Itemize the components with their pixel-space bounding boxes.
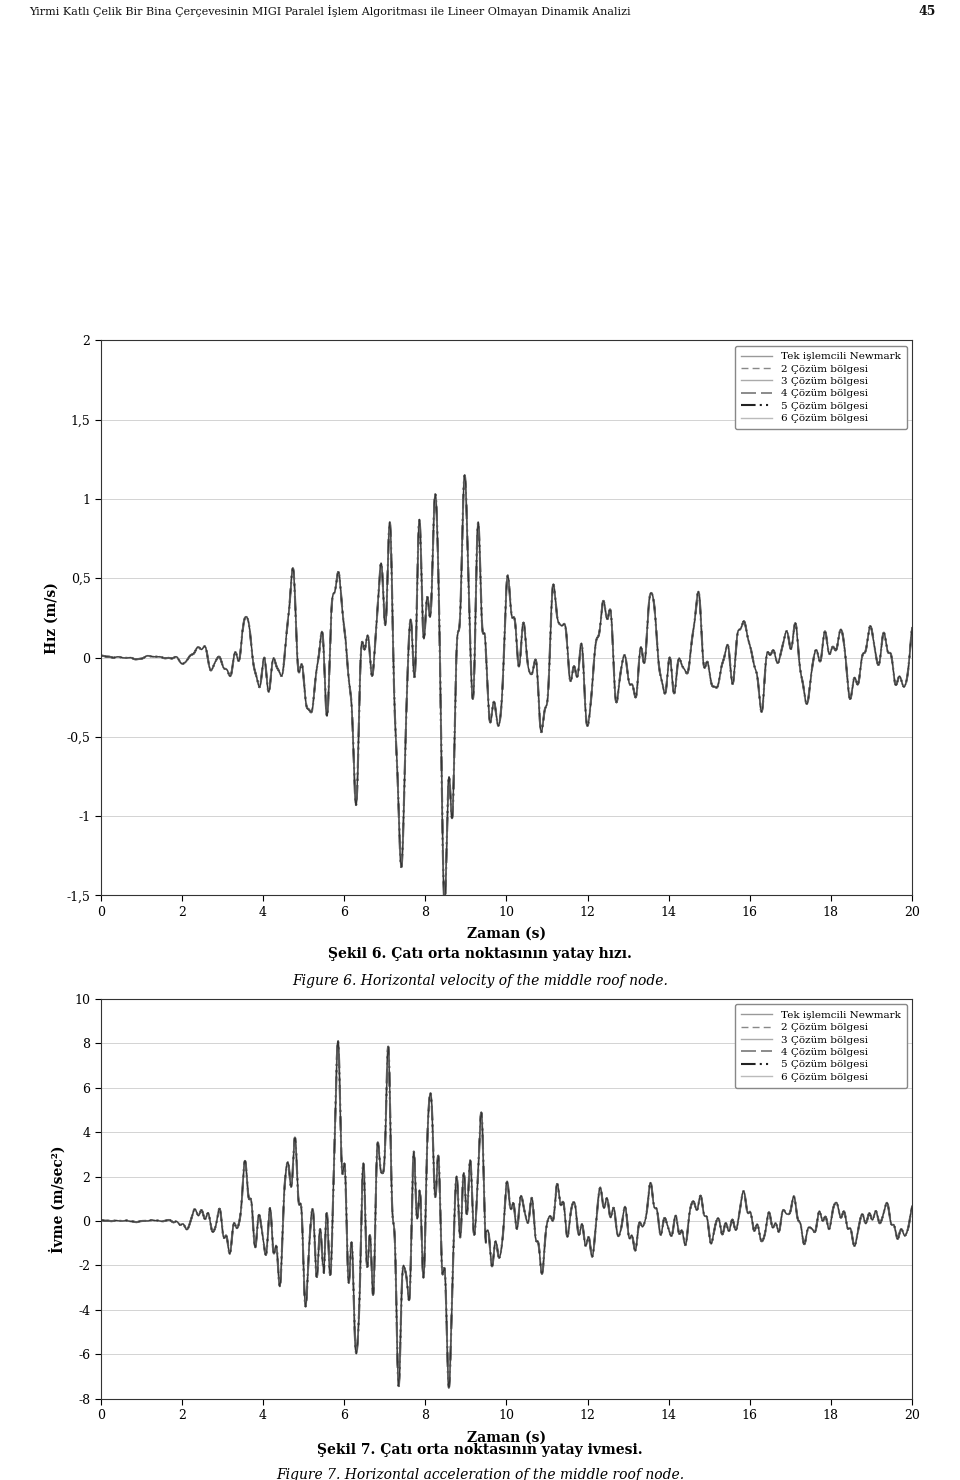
Text: Yirmi Katlı Çelik Bir Bina Çerçevesinin MIGI Paralel İşlem Algoritması ile Linee: Yirmi Katlı Çelik Bir Bina Çerçevesinin … xyxy=(29,4,631,18)
X-axis label: Zaman (s): Zaman (s) xyxy=(467,1430,546,1444)
Text: Şekil 6. Çatı orta noktasının yatay hızı.: Şekil 6. Çatı orta noktasının yatay hızı… xyxy=(328,947,632,961)
Legend: Tek işlemcili Newmark, 2 Çözüm bölgesi, 3 Çözüm bölgesi, 4 Çözüm bölgesi, 5 Çözü: Tek işlemcili Newmark, 2 Çözüm bölgesi, … xyxy=(734,346,907,429)
Text: Figure 7. Horizontal acceleration of the middle roof node.: Figure 7. Horizontal acceleration of the… xyxy=(276,1468,684,1480)
Text: 45: 45 xyxy=(919,4,936,18)
X-axis label: Zaman (s): Zaman (s) xyxy=(467,926,546,941)
Y-axis label: İvme (m/sec²): İvme (m/sec²) xyxy=(50,1146,66,1252)
Y-axis label: Hız (m/s): Hız (m/s) xyxy=(44,582,59,654)
Text: Şekil 7. Çatı orta noktasının yatay ivmesi.: Şekil 7. Çatı orta noktasının yatay ivme… xyxy=(317,1443,643,1456)
Legend: Tek işlemcili Newmark, 2 Çözüm bölgesi, 3 Çözüm bölgesi, 4 Çözüm bölgesi, 5 Çözü: Tek işlemcili Newmark, 2 Çözüm bölgesi, … xyxy=(734,1005,907,1088)
Text: Figure 6. Horizontal velocity of the middle roof node.: Figure 6. Horizontal velocity of the mid… xyxy=(292,974,668,987)
